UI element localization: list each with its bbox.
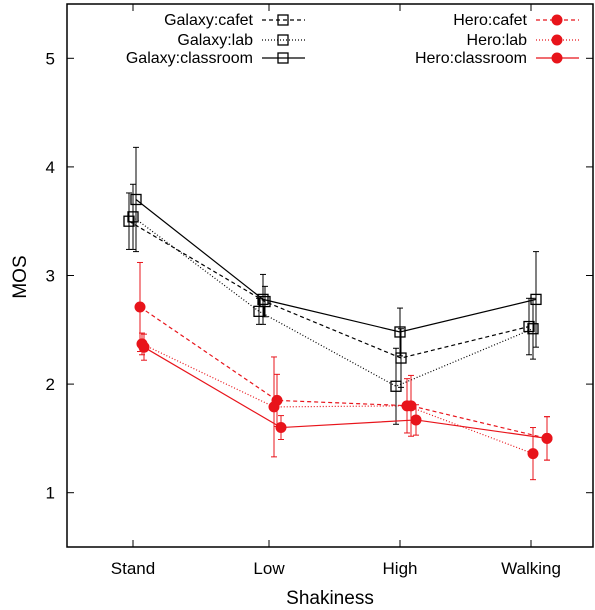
legend-label: Hero:lab [467,32,528,49]
legend-entry: Galaxy:classroom [126,50,305,67]
x-tick-label: Low [253,559,285,578]
data-point [523,320,535,333]
data-point [394,326,406,338]
legend-label: Hero:classroom [415,50,527,67]
x-tick-label: Stand [111,559,155,578]
data-point [134,301,146,313]
series-galaxy-classroom [130,146,542,357]
legend-entry: Hero:lab [467,32,579,49]
data-point [130,193,142,206]
data-point [527,448,539,460]
legend-marker [277,52,289,64]
x-tick-label: Walking [501,559,561,578]
series-galaxy-lab [127,183,539,425]
data-point [541,432,553,444]
data-point [257,293,269,306]
legend-marker [277,14,289,26]
data-point [530,293,542,306]
y-tick-label: 2 [46,375,55,394]
data-point [123,215,135,227]
chart-marks [123,146,553,481]
y-axis-title: MOS [10,255,31,298]
series-line [128,220,530,359]
y-tick-label: 1 [46,484,55,503]
data-point [527,323,539,335]
y-tick-label: 3 [46,267,55,286]
series-line [143,346,548,439]
data-point [253,305,265,317]
series-hero-lab [136,332,539,481]
legend-label: Galaxy:lab [177,32,253,49]
legend-marker [551,52,563,64]
series-galaxy-cafet [123,192,535,388]
series-line [135,199,537,333]
series-line [139,306,548,439]
legend-label: Galaxy:classroom [126,50,253,67]
legend-entry: Hero:cafet [453,12,579,29]
plot-border [66,3,594,548]
legend-entry: Galaxy:cafet [164,12,305,29]
x-tick-label: High [383,559,418,578]
legend-entry: Galaxy:lab [177,32,305,49]
data-point [268,401,280,413]
legend-marker [551,34,563,46]
x-axis-title: Shakiness [286,588,374,609]
data-point [401,400,413,412]
data-point [410,414,422,426]
data-point [275,422,287,434]
data-point [138,341,150,353]
series-hero-classroom [138,333,553,461]
legend-label: Galaxy:cafet [164,12,253,29]
series-line [132,216,534,387]
data-point [390,380,402,392]
y-tick-label: 5 [46,49,55,68]
data-point [127,211,139,223]
legend-marker [277,34,289,46]
legend-entry: Hero:classroom [415,50,579,67]
y-tick-label: 4 [46,158,55,177]
series-line [141,343,534,455]
legend-marker [551,14,563,26]
axis-ticks: 1 2 3 4 5 Stand Low High Walking [46,4,593,578]
legend-label: Hero:cafet [453,12,527,29]
plot-frame [66,3,594,548]
